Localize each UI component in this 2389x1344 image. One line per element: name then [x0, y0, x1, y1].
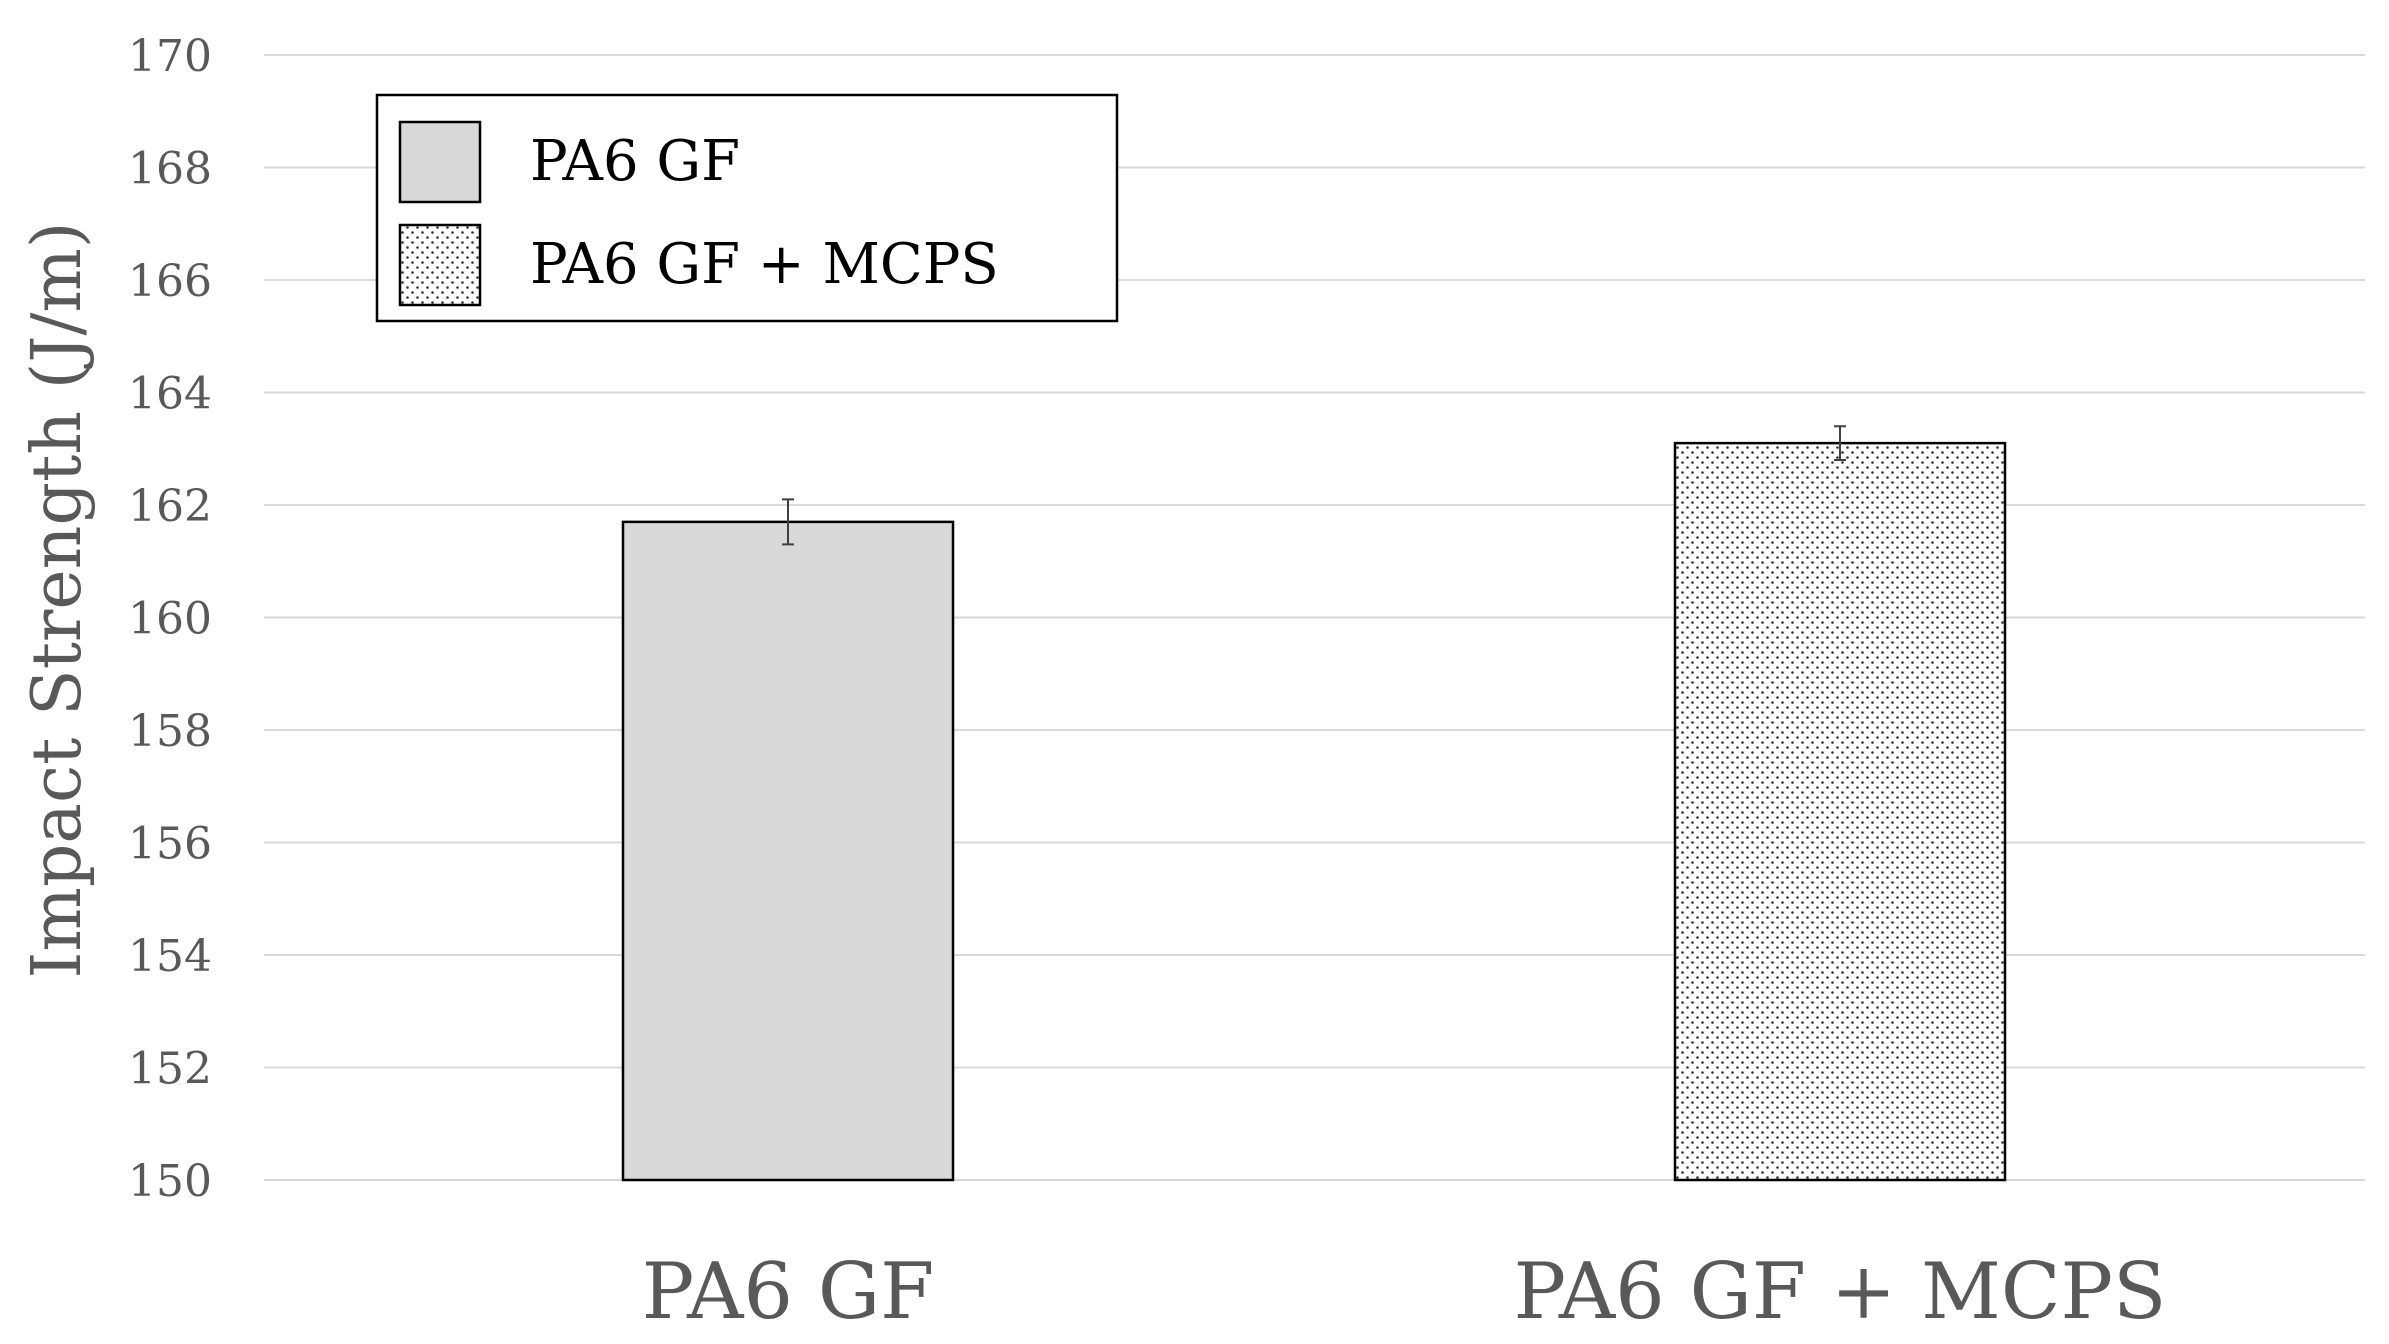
y-tick-label: 154 — [128, 931, 212, 982]
y-tick-label: 150 — [128, 1156, 212, 1207]
legend-label-2: PA6 GF + MCPS — [530, 232, 999, 297]
x-tick-label: PA6 GF — [642, 1247, 935, 1337]
y-tick-label: 156 — [128, 819, 212, 870]
bar-2 — [1673, 441, 2007, 1182]
x-tick-label: PA6 GF + MCPS — [1514, 1247, 2167, 1337]
legend-swatch-1 — [398, 120, 482, 204]
legend-box — [375, 93, 1119, 323]
bars — [621, 441, 2007, 1182]
error-bars — [782, 425, 1846, 546]
error-bar-2 — [1834, 425, 1846, 461]
y-axis-ticks: 150 152 154 156 158 160 162 164 166 168 170 — [128, 31, 212, 1207]
y-tick-label: 158 — [128, 706, 212, 757]
legend: PA6 GF PA6 GF + MCPS — [375, 93, 1119, 323]
y-tick-label: 170 — [128, 31, 212, 82]
y-tick-label: 160 — [128, 594, 212, 645]
y-tick-label: 168 — [128, 144, 212, 195]
y-tick-label: 152 — [128, 1044, 212, 1095]
y-tick-label: 164 — [128, 369, 212, 420]
y-axis-label: Impact Strength (J/m) — [18, 222, 97, 979]
error-bar-1 — [782, 498, 794, 546]
gridlines — [264, 54, 2365, 1181]
y-tick-label: 166 — [128, 256, 212, 307]
legend-label-1: PA6 GF — [530, 129, 740, 194]
y-tick-label: 162 — [128, 481, 212, 532]
legend-swatch-2 — [398, 223, 482, 307]
bar-1 — [621, 520, 955, 1182]
x-axis-ticks: PA6 GF PA6 GF + MCPS — [642, 1247, 2167, 1337]
